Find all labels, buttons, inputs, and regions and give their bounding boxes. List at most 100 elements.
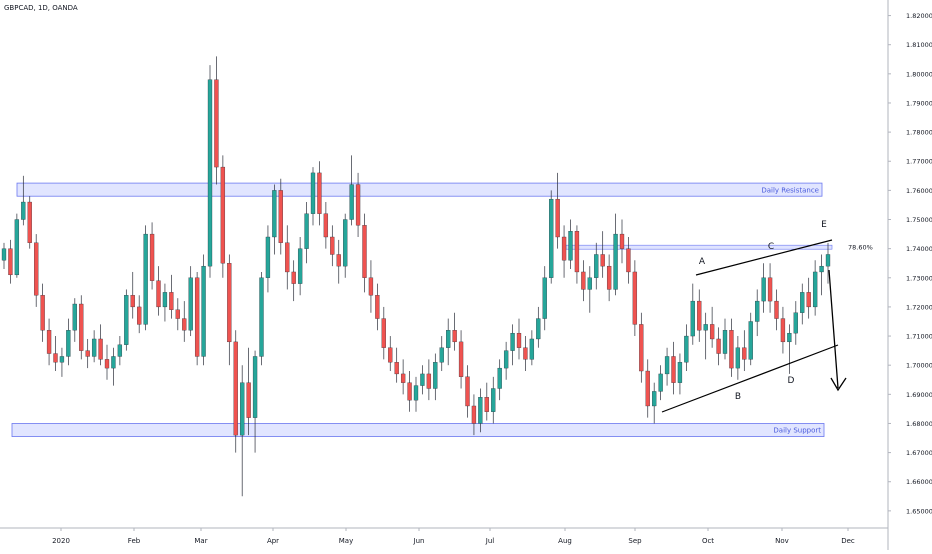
candle-body: [426, 373, 432, 389]
fib-band: [565, 244, 833, 250]
candle-body: [709, 324, 715, 340]
wedge-upper-line: [695, 239, 833, 276]
x-tick-label: Dec: [841, 537, 855, 545]
candle-body: [349, 184, 354, 220]
y-tick-label: 1.80000: [906, 70, 932, 78]
y-tick-label: 1.73000: [906, 274, 932, 282]
candle-body: [497, 367, 502, 389]
candle-body: [336, 254, 341, 267]
candle-body: [774, 300, 779, 319]
candle-body: [536, 318, 541, 340]
candle-body: [304, 213, 309, 249]
candle-body: [14, 219, 20, 276]
candle-body: [362, 225, 367, 278]
y-tick-label: 1.78000: [906, 129, 932, 137]
candle-body: [748, 321, 753, 360]
candle-body: [484, 397, 489, 412]
candle-body: [549, 198, 554, 278]
candle-body: [162, 292, 168, 308]
candle-body: [21, 201, 26, 220]
candle-body: [581, 271, 586, 290]
candle-body: [265, 236, 271, 278]
candle-body: [594, 254, 599, 278]
candle-body: [182, 318, 187, 331]
y-tick-label: 1.76000: [906, 187, 932, 195]
zone-label: Daily Support: [773, 427, 821, 435]
candle-body: [825, 254, 831, 267]
candle-body: [317, 172, 322, 214]
candle-body: [104, 359, 110, 369]
candle-body: [516, 332, 522, 348]
candle-body: [233, 341, 238, 436]
candle-body: [368, 277, 374, 296]
candle-body: [800, 292, 805, 313]
y-tick-label: 1.66000: [906, 478, 932, 486]
candle-body: [542, 277, 547, 319]
candle-body: [66, 330, 71, 357]
candle-body: [587, 277, 592, 290]
zone-rect: [16, 182, 823, 197]
wave-label: E: [821, 220, 827, 230]
x-tick-label: Feb: [128, 537, 141, 545]
candle-body: [156, 280, 161, 308]
candle-body: [27, 201, 32, 243]
x-tick-label: Sep: [628, 537, 642, 545]
candle-body: [658, 373, 663, 392]
candle-body: [645, 370, 650, 407]
candle-body: [343, 219, 348, 267]
x-tick-label: Jun: [413, 537, 425, 545]
candle-body: [433, 362, 438, 389]
candle-body: [72, 303, 77, 331]
candle-body: [53, 353, 58, 363]
y-tick-label: 1.77000: [906, 158, 932, 166]
candle-body: [458, 341, 464, 377]
candle-body: [780, 318, 786, 343]
candle-body: [278, 190, 283, 243]
candle-body: [8, 248, 13, 276]
candle-body: [787, 332, 792, 343]
candle-body: [812, 271, 818, 308]
candle-body: [124, 295, 129, 345]
wave-label: D: [788, 376, 795, 386]
candle-body: [555, 198, 560, 238]
candle-body: [407, 382, 412, 401]
candle-body: [491, 388, 496, 412]
y-tick-label: 1.69000: [906, 391, 932, 399]
candle-body: [793, 312, 798, 334]
y-tick-label: 1.75000: [906, 216, 932, 224]
x-tick-label: Aug: [558, 537, 572, 545]
candle-body: [413, 385, 419, 401]
candle-body: [619, 233, 625, 249]
x-tick-label: Mar: [194, 537, 207, 545]
candle-body: [471, 405, 477, 424]
candle-body: [227, 263, 232, 343]
candle-body: [742, 347, 747, 360]
candle-body: [606, 265, 612, 290]
y-tick-label: 1.74000: [906, 245, 932, 253]
candle-body: [632, 271, 638, 325]
candle-body: [201, 265, 206, 357]
y-tick-label: 1.67000: [906, 449, 932, 457]
x-tick-label: Apr: [267, 537, 279, 545]
candle-body: [806, 292, 811, 308]
candle-body: [285, 242, 290, 273]
candle-body: [381, 318, 386, 348]
candle-body: [375, 295, 380, 319]
candle-body: [98, 338, 103, 360]
candle-body: [246, 382, 251, 418]
candle-body: [697, 300, 702, 331]
candle-body: [169, 292, 174, 310]
y-tick-label: 1.72000: [906, 303, 932, 311]
candle-body: [214, 79, 219, 168]
y-tick-label: 1.81000: [906, 41, 932, 49]
candle-body: [561, 236, 567, 261]
candle-body: [716, 338, 721, 354]
candle-body: [400, 373, 406, 383]
wave-label: A: [699, 257, 706, 267]
y-tick-label: 1.71000: [906, 333, 932, 341]
candle-body: [175, 309, 180, 319]
candle-body: [420, 373, 425, 386]
candle-body: [259, 277, 264, 357]
